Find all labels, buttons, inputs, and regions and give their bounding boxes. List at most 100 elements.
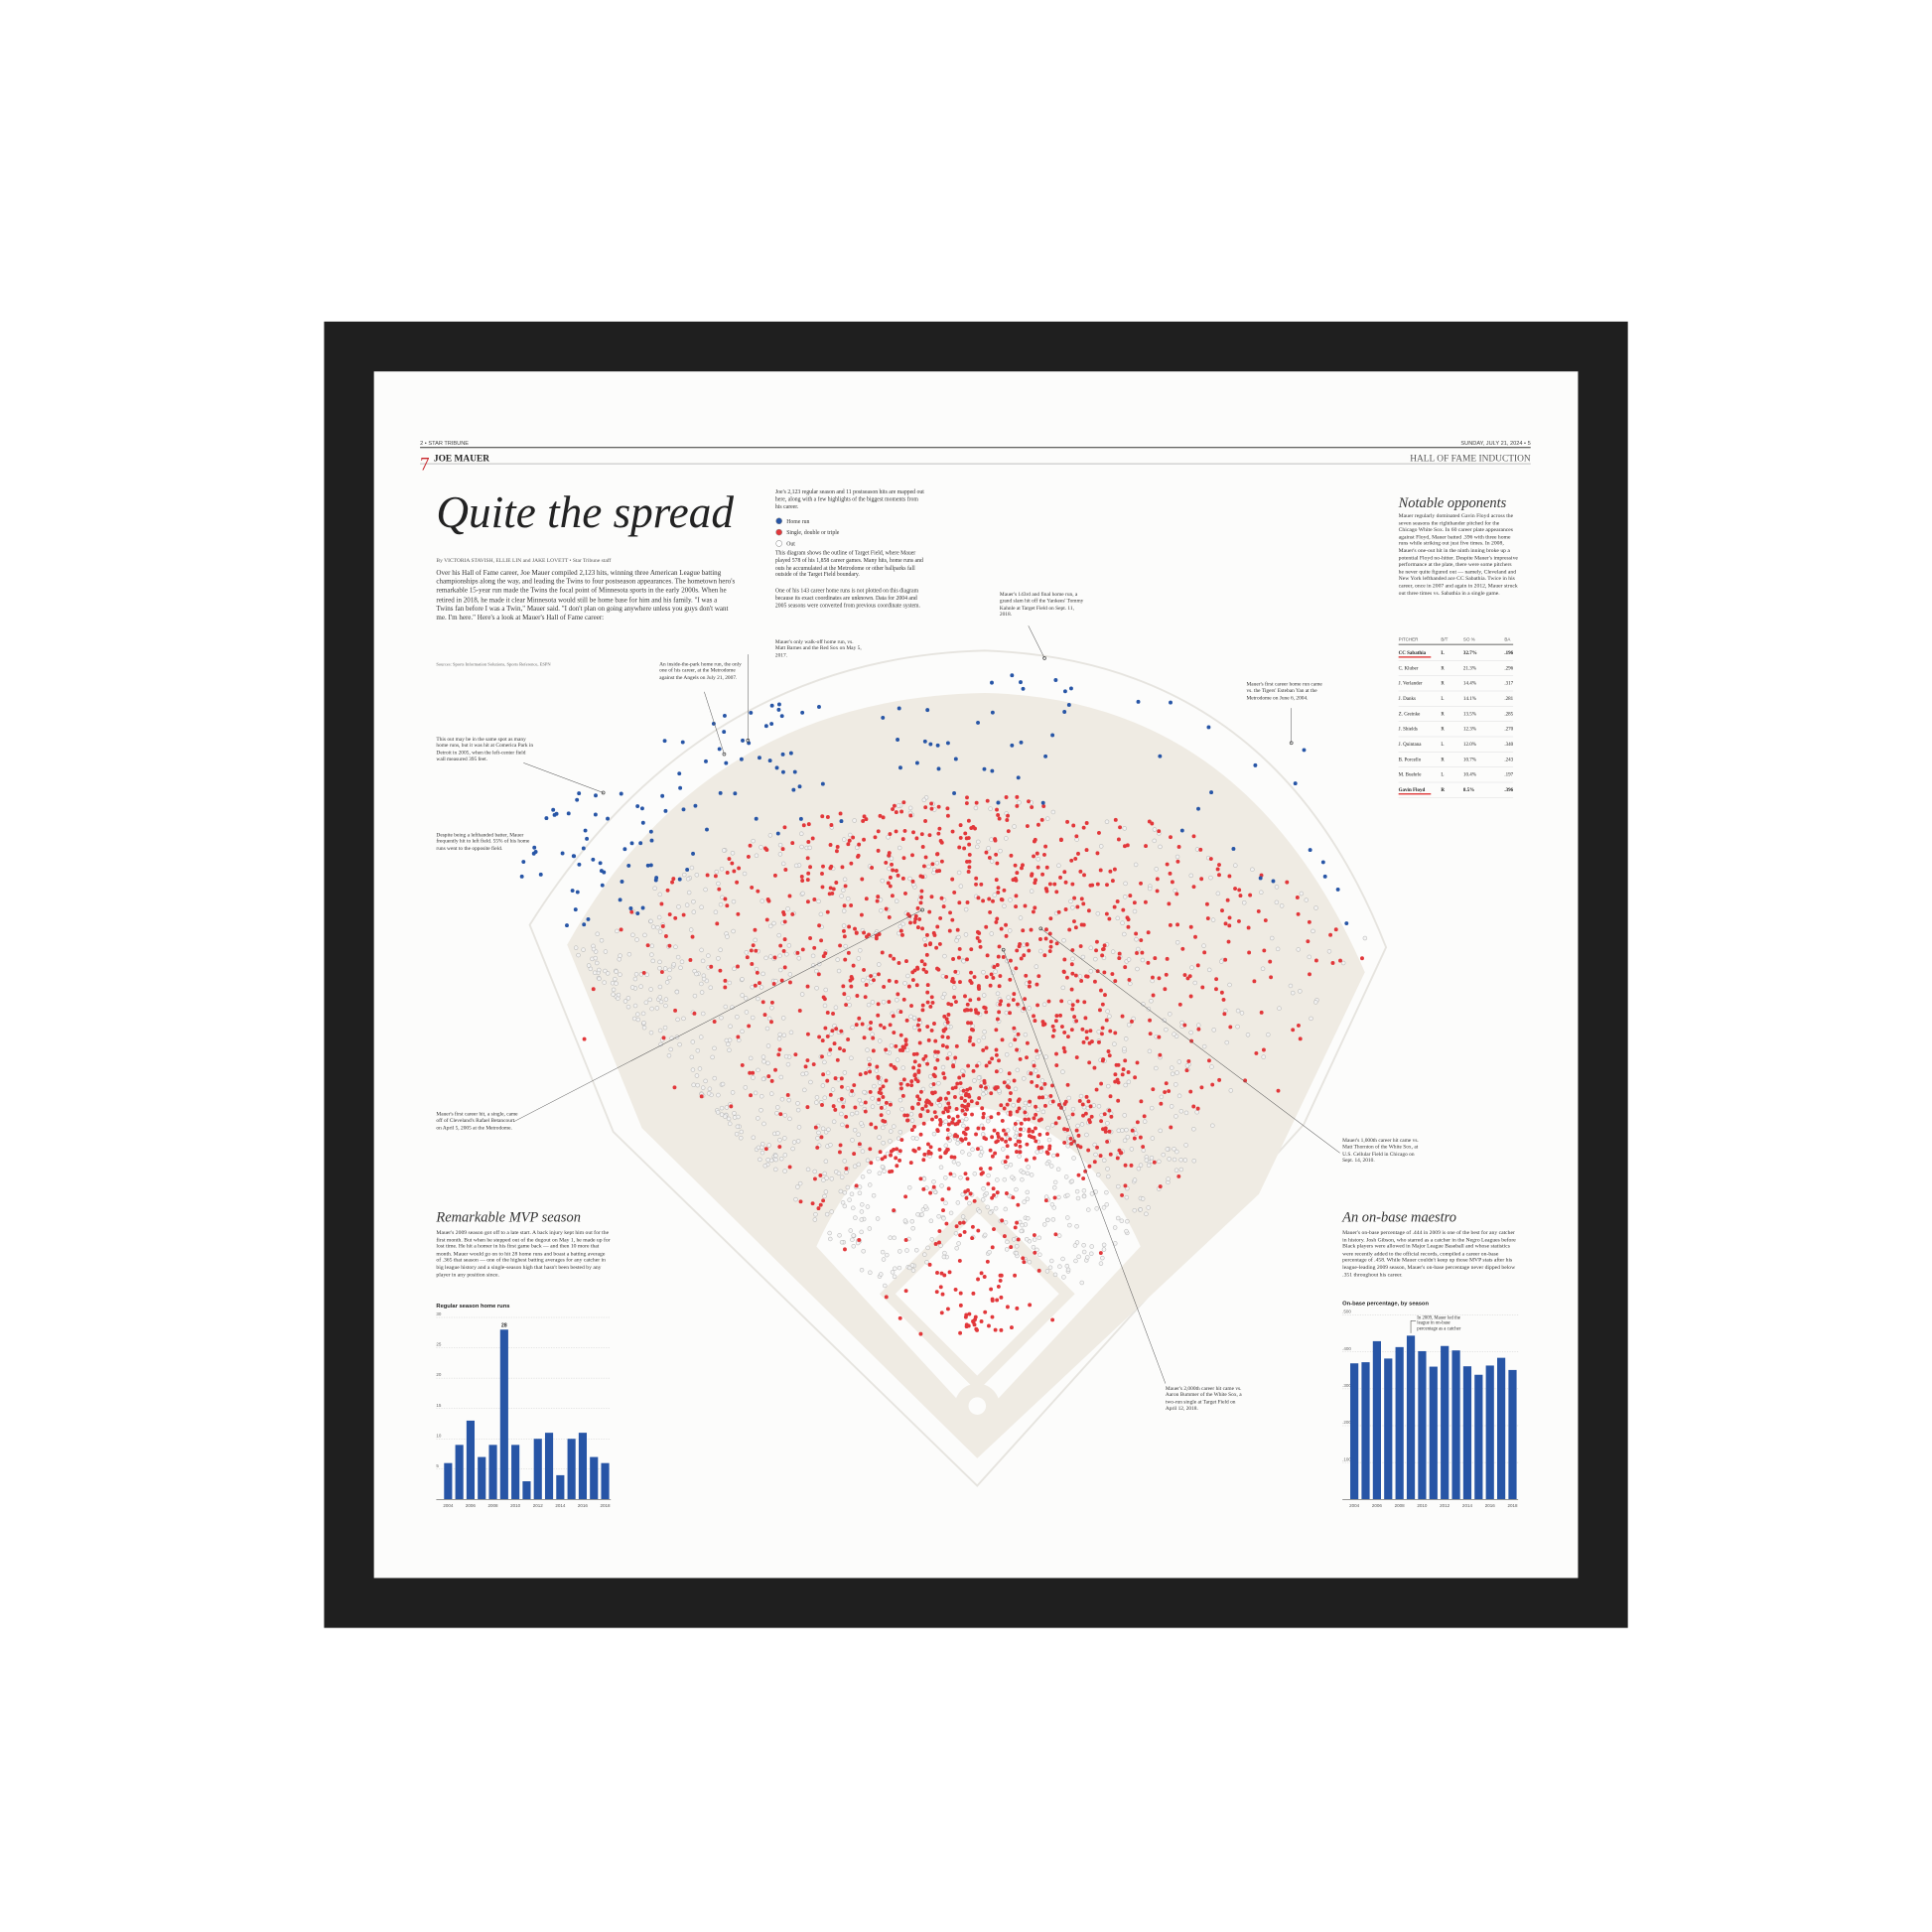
- hit-dot: [1080, 1102, 1085, 1107]
- hit-dot: [1125, 843, 1130, 848]
- hit-dot: [1065, 1267, 1071, 1273]
- hit-dot: [1225, 897, 1230, 902]
- hit-dot: [888, 1102, 893, 1107]
- hit-dot: [1169, 1104, 1174, 1109]
- hit-dot: [1004, 836, 1009, 841]
- hit-dot: [927, 1073, 933, 1079]
- hit-dot: [1033, 1250, 1037, 1255]
- hit-dot: [1146, 960, 1151, 965]
- hit-dot: [998, 974, 1003, 978]
- bar: [1384, 1358, 1393, 1500]
- hit-dot: [744, 950, 750, 955]
- hit-dot: [867, 1182, 873, 1187]
- hit-dot: [839, 1174, 845, 1180]
- hit-dot: [821, 864, 825, 869]
- hit-dot: [1004, 795, 1009, 799]
- hit-dot: [712, 1075, 718, 1081]
- hit-dot: [857, 1190, 863, 1196]
- hit-dot: [1173, 1082, 1178, 1087]
- hit-dot: [890, 1270, 896, 1275]
- hit-dot: [923, 855, 928, 860]
- hit-dot: [1062, 1127, 1067, 1132]
- hit-dot: [1023, 1110, 1028, 1115]
- hit-dot: [1164, 1027, 1169, 1033]
- hit-dot: [1023, 903, 1028, 908]
- hit-dot: [945, 741, 950, 746]
- hit-dot: [915, 1023, 920, 1028]
- hit-dot: [708, 985, 714, 990]
- hit-dot: [1027, 948, 1032, 953]
- hit-dot: [848, 978, 853, 983]
- hit-dot: [658, 999, 664, 1005]
- hit-dot: [1133, 862, 1139, 868]
- hit-dot: [935, 1128, 940, 1133]
- hit-dot: [1164, 1081, 1169, 1086]
- hit-dot: [910, 1135, 916, 1141]
- hit-dot: [892, 1147, 897, 1152]
- hit-dot: [887, 866, 892, 872]
- hit-dot: [1205, 916, 1210, 920]
- hit-dot: [821, 1072, 826, 1077]
- basepaths: [879, 1195, 1075, 1392]
- hit-dot: [780, 752, 785, 757]
- hit-dot: [657, 995, 663, 1000]
- hit-dot: [903, 1194, 908, 1199]
- annotation: Mauer's 2,000th career hit came vs. Aaro…: [1165, 1384, 1242, 1412]
- hit-dot: [861, 1248, 866, 1254]
- hit-dot: [780, 847, 785, 852]
- hit-dot: [940, 1064, 946, 1070]
- hit-dot: [843, 884, 848, 889]
- hit-dot: [690, 934, 695, 939]
- hit-dot: [995, 1017, 1000, 1022]
- hit-dot: [648, 829, 653, 834]
- hit-dot: [1105, 1009, 1110, 1014]
- hit-dot: [859, 1101, 864, 1107]
- hit-dot: [647, 997, 652, 1003]
- hit-dot: [938, 1285, 943, 1290]
- y-tick-label: 15: [436, 1403, 442, 1408]
- hit-dot: [839, 819, 844, 824]
- hit-dot: [992, 1192, 996, 1197]
- hit-dot: [1089, 1114, 1094, 1119]
- hit-dot: [969, 826, 974, 830]
- hit-dot: [797, 1009, 802, 1013]
- hit-dot: [1108, 1029, 1113, 1034]
- hit-dot: [1195, 1106, 1200, 1111]
- hit-dot: [903, 1289, 908, 1294]
- hit-dot: [1043, 1054, 1048, 1059]
- hit-dot: [749, 710, 754, 715]
- hit-dot: [1067, 927, 1072, 932]
- hit-dot: [1002, 1176, 1008, 1182]
- opponents-body: Mauer regularly dominated Gavin Floyd ac…: [1398, 512, 1518, 596]
- hit-dot: [924, 1260, 929, 1265]
- hit-dot: [657, 929, 663, 934]
- hit-dot: [577, 862, 582, 867]
- hit-dot: [930, 862, 935, 867]
- hit-dot: [982, 1005, 987, 1010]
- table-header: SO %: [1463, 636, 1475, 641]
- hit-dot: [897, 923, 903, 929]
- hit-dot: [908, 1112, 914, 1117]
- bar: [1395, 1346, 1404, 1500]
- hit-dot: [876, 848, 881, 853]
- hit-dot: [591, 946, 597, 952]
- hit-dot: [618, 897, 622, 902]
- hit-dot: [1059, 1025, 1064, 1029]
- hit-dot: [987, 1323, 991, 1328]
- hit-dot: [845, 896, 851, 901]
- hit-dot: [923, 1053, 928, 1058]
- hit-dot: [965, 1087, 970, 1092]
- hit-dot: [673, 1008, 678, 1013]
- hit-dot: [617, 956, 621, 962]
- hit-dot: [832, 1041, 837, 1046]
- hit-dot: [1104, 819, 1110, 825]
- hit-dot: [929, 1028, 934, 1033]
- hit-dot: [1228, 1025, 1233, 1030]
- hit-dot: [974, 1132, 978, 1137]
- hit-dot: [965, 900, 970, 904]
- hit-dot: [667, 943, 672, 948]
- y-tick-label: 5: [436, 1463, 439, 1468]
- hit-dot: [838, 1188, 844, 1194]
- hit-dot: [764, 1026, 770, 1032]
- hit-dot: [1078, 869, 1083, 874]
